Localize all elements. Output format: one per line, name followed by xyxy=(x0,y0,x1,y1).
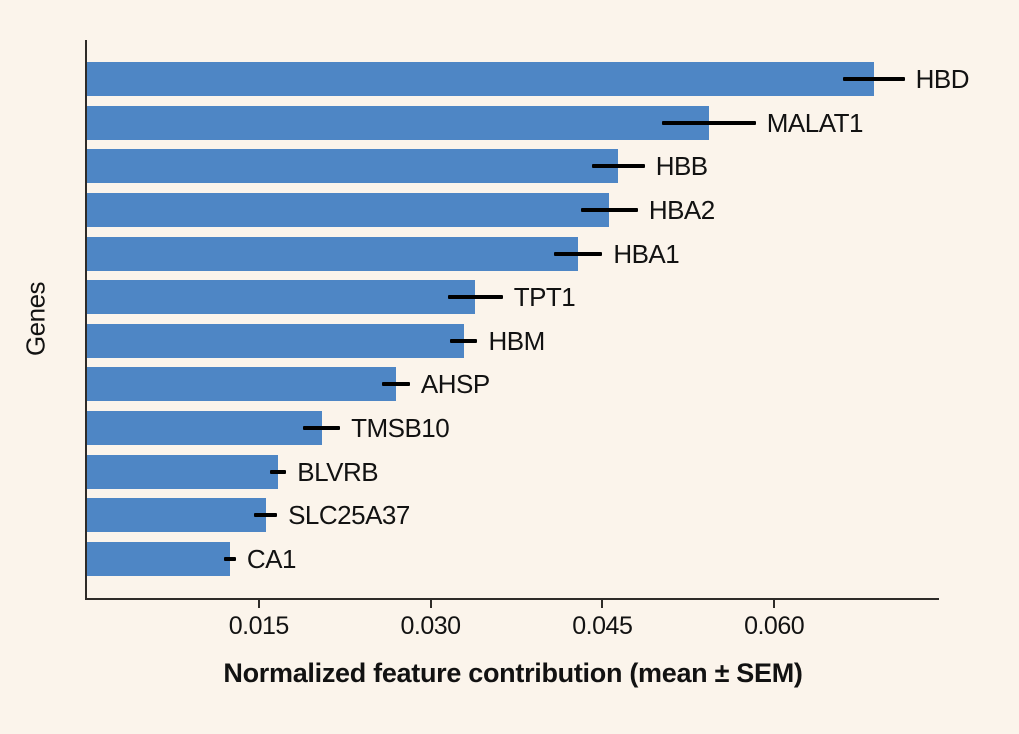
bar-label: HBA2 xyxy=(648,194,715,225)
x-tick-label: 0.015 xyxy=(228,612,290,640)
bar xyxy=(87,411,322,446)
bar xyxy=(87,105,709,140)
bar xyxy=(87,192,610,227)
x-tick-label: 0.045 xyxy=(572,612,633,640)
plot-area: HBD MALAT1 HBB HBA2 HBA1 TPT1 HBM AHSP TMSB10 BLV… xyxy=(85,40,970,640)
bar xyxy=(87,367,397,402)
bar-label: CA1 xyxy=(246,544,297,574)
error-bar xyxy=(554,251,603,256)
error-bar xyxy=(592,164,645,169)
x-tick-mark xyxy=(773,598,776,608)
bar-label: BLVRB xyxy=(297,456,379,487)
y-axis-spine xyxy=(85,40,87,600)
bar-label: MALAT1 xyxy=(766,107,864,138)
y-axis-label: Genes xyxy=(20,281,51,357)
bar-label: TMSB10 xyxy=(351,413,450,444)
bar-label: HBD xyxy=(915,64,970,94)
bar-label: HBB xyxy=(655,151,708,182)
x-axis-label: Normalized feature contribution (mean ± … xyxy=(223,658,803,688)
error-bar xyxy=(450,338,478,343)
bar xyxy=(87,323,464,358)
x-tick-label: 0.060 xyxy=(744,612,805,640)
error-bar xyxy=(270,469,287,474)
bar-label: HBA1 xyxy=(613,238,680,269)
x-tick-mark xyxy=(429,598,432,608)
x-tick-mark xyxy=(257,598,260,608)
bar-label: TPT1 xyxy=(513,282,576,313)
error-bar xyxy=(661,120,756,125)
bar xyxy=(87,542,231,576)
bar xyxy=(87,149,619,184)
bar-label: AHSP xyxy=(420,369,490,400)
x-tick-mark xyxy=(601,598,604,608)
error-bar xyxy=(842,77,905,81)
error-bar xyxy=(580,207,638,212)
error-bar xyxy=(447,295,503,300)
error-bar xyxy=(224,557,236,561)
bar xyxy=(87,280,476,315)
x-axis-spine xyxy=(85,598,939,600)
error-bar xyxy=(303,426,341,431)
bar xyxy=(87,62,874,96)
bar xyxy=(87,454,279,489)
x-tick-label: 0.030 xyxy=(400,612,462,640)
bar-label: HBM xyxy=(488,325,546,356)
bar xyxy=(87,236,579,271)
error-bar xyxy=(382,382,410,387)
bar-label: SLC25A37 xyxy=(288,500,410,531)
error-bar xyxy=(254,513,278,518)
bar xyxy=(87,498,266,533)
